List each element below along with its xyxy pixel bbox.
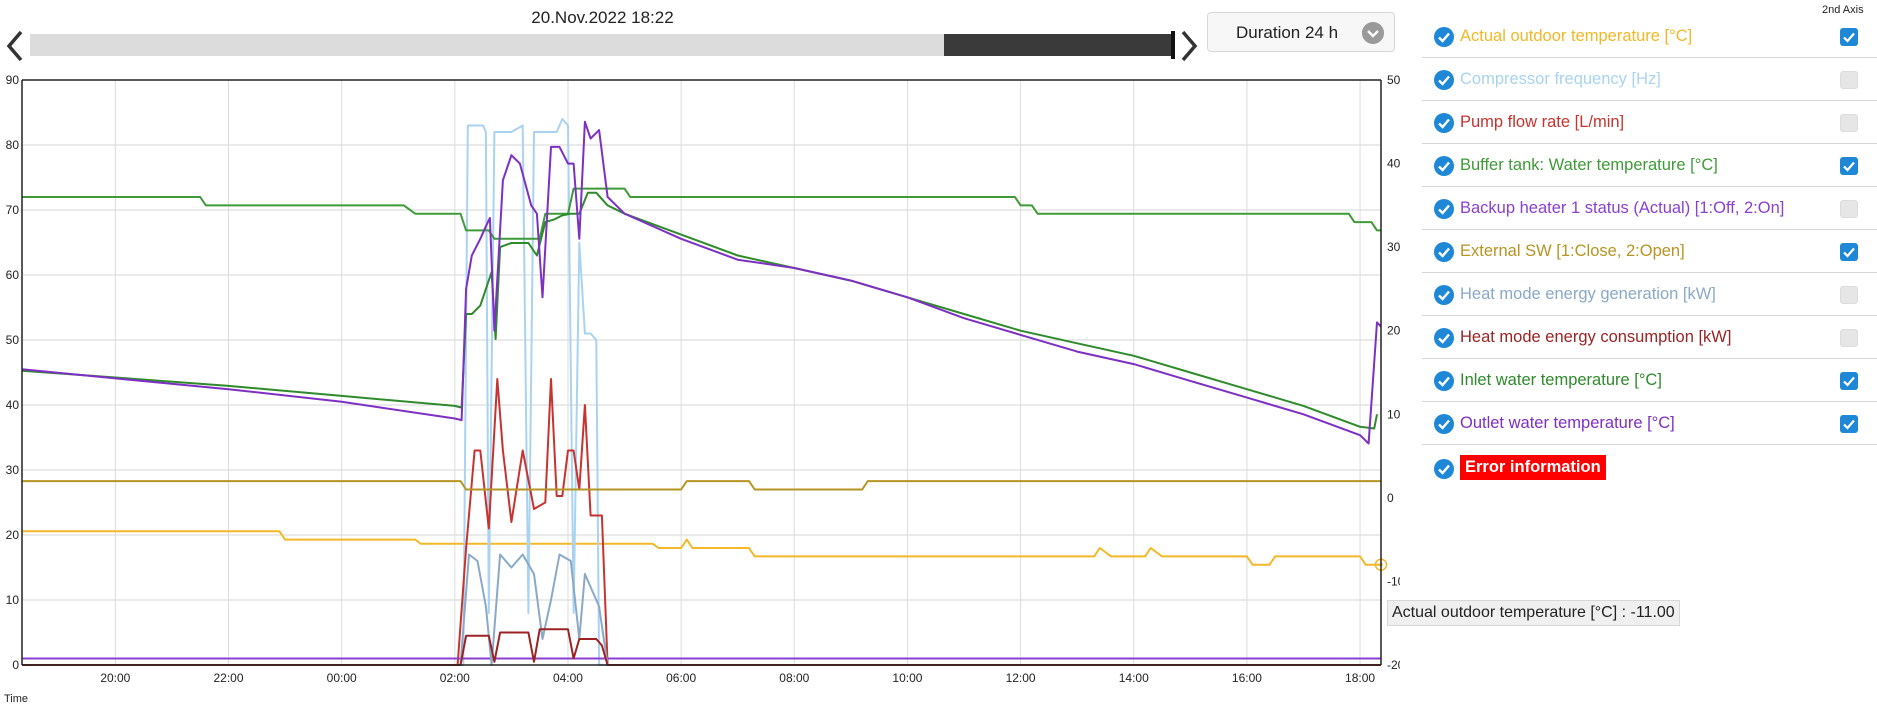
error-information-badge: Error information [1460,455,1606,480]
right-axis-tick-label: -20 [1387,658,1400,672]
second-axis-header: 2nd Axis [1822,4,1864,16]
chart: 0 10 20 30 40 50 60 70 80 90 -20 -10 0 10 20 30 40 50 20:0… [4,73,1400,705]
legend-item-label: Heat mode energy consumption [kW] [1460,328,1732,346]
legend-item[interactable]: Actual outdoor temperature [°C] [1422,16,1877,58]
series-line-3 [22,378,1381,666]
x-axis-tick-label: 02:00 [440,671,470,685]
left-axis-tick-label: 10 [6,593,20,607]
second-axis-checkbox-checked[interactable] [1840,157,1858,175]
left-axis-tick-label: 30 [6,463,20,477]
legend-item-label: Backup heater 1 status (Actual) [1:Off, … [1460,199,1785,217]
series-check-icon[interactable] [1434,27,1454,47]
left-axis-tick-label: 40 [6,398,20,412]
legend-item[interactable]: Inlet water temperature [°C] [1422,360,1877,402]
right-axis-tick-label: 10 [1387,407,1400,421]
left-axis-tick-label: 20 [6,528,20,542]
scrollbar-thumb[interactable] [944,34,1173,56]
series-check-icon[interactable] [1434,414,1454,434]
right-axis-tick-label: -10 [1387,574,1400,588]
series-check-icon[interactable] [1434,242,1454,262]
x-axis-title: Time [4,693,28,705]
legend-item-label: Compressor frequency [Hz] [1460,70,1661,88]
series-line-8 [22,628,1381,666]
legend-item-label: Pump flow rate [L/min] [1460,113,1625,131]
series-check-icon[interactable] [1434,70,1454,90]
error-check-icon[interactable] [1434,459,1454,479]
second-axis-checkbox[interactable] [1840,71,1858,89]
series-check-icon[interactable] [1434,113,1454,133]
legend-item-label: Inlet water temperature [°C] [1460,371,1662,389]
x-axis-tick-label: 06:00 [666,671,696,685]
x-axis-tick-label: 16:00 [1232,671,1262,685]
second-axis-checkbox[interactable] [1840,329,1858,347]
legend-item[interactable]: Backup heater 1 status (Actual) [1:Off, … [1422,188,1877,230]
series-check-icon[interactable] [1434,156,1454,176]
series-line-2 [22,118,1381,666]
date-label: 20.Nov.2022 18:22 [531,8,674,27]
series-line-1 [22,530,1381,566]
legend-item-error[interactable]: Error information [1422,448,1877,490]
scrollbar-end-handle[interactable] [1171,31,1175,59]
second-axis-checkbox-checked[interactable] [1840,372,1858,390]
x-axis-tick-label: 08:00 [779,671,809,685]
legend-item[interactable]: Heat mode energy generation [kW] [1422,274,1877,316]
x-axis-tick-label: 22:00 [213,671,243,685]
series-line-4 [22,187,1381,240]
duration-label: Duration 24 h [1236,23,1339,42]
previous-period-chevron-icon[interactable] [2,26,28,66]
left-axis-tick-label: 0 [12,658,19,672]
x-axis-tick-label: 20:00 [100,671,130,685]
left-axis-tick-label: 90 [6,73,20,87]
second-axis-checkbox-checked[interactable] [1840,28,1858,46]
legend-item[interactable]: Pump flow rate [L/min] [1422,102,1877,144]
left-axis-tick-label: 60 [6,268,20,282]
right-axis-tick-label: 40 [1387,157,1400,171]
series-line-6 [22,480,1381,491]
left-axis-tick-label: 50 [6,333,20,347]
x-axis-tick-label: 10:00 [892,671,922,685]
legend-item[interactable]: External SW [1:Close, 2:Open] [1422,231,1877,273]
second-axis-checkbox[interactable] [1840,114,1858,132]
right-axis-tick-label: 50 [1387,73,1400,87]
right-axis-tick-label: 30 [1387,240,1400,254]
chevron-down-icon [1362,22,1384,44]
series-line-9 [21,191,1378,430]
right-axis-tick-label: 20 [1387,324,1400,338]
legend-item[interactable]: Compressor frequency [Hz] [1422,59,1877,101]
left-axis-tick-label: 70 [6,203,20,217]
legend-item-label: Buffer tank: Water temperature [°C] [1460,156,1718,174]
right-axis-tick-label: 0 [1387,491,1394,505]
second-axis-checkbox-checked[interactable] [1840,415,1858,433]
legend-item-label: External SW [1:Close, 2:Open] [1460,242,1685,260]
left-axis-tick-label: 80 [6,138,20,152]
duration-select[interactable]: Duration 24 h [1207,12,1395,52]
series-check-icon[interactable] [1434,328,1454,348]
x-axis-tick-label: 12:00 [1006,671,1036,685]
next-period-chevron-icon[interactable] [1176,26,1202,66]
series-check-icon[interactable] [1434,199,1454,219]
legend-item[interactable]: Buffer tank: Water temperature [°C] [1422,145,1877,187]
second-axis-checkbox[interactable] [1840,200,1858,218]
legend-item-label: Actual outdoor temperature [°C] [1460,27,1693,45]
series-check-icon[interactable] [1434,371,1454,391]
legend-item[interactable]: Outlet water temperature [°C] [1422,403,1877,445]
second-axis-checkbox[interactable] [1840,286,1858,304]
series-line-7 [22,553,1381,666]
x-axis-tick-label: 04:00 [553,671,583,685]
tooltip: Actual outdoor temperature [°C] : -11.00 [1387,600,1680,626]
x-axis-tick-label: 00:00 [327,671,357,685]
series-line-10 [21,120,1382,445]
legend-item-label: Outlet water temperature [°C] [1460,414,1675,432]
legend-item-label: Heat mode energy generation [kW] [1460,285,1716,303]
series-check-icon[interactable] [1434,285,1454,305]
x-axis-tick-label: 18:00 [1345,671,1375,685]
time-scrollbar[interactable] [30,31,1175,59]
second-axis-checkbox-checked[interactable] [1840,243,1858,261]
legend-item[interactable]: Heat mode energy consumption [kW] [1422,317,1877,359]
x-axis-tick-label: 14:00 [1119,671,1149,685]
